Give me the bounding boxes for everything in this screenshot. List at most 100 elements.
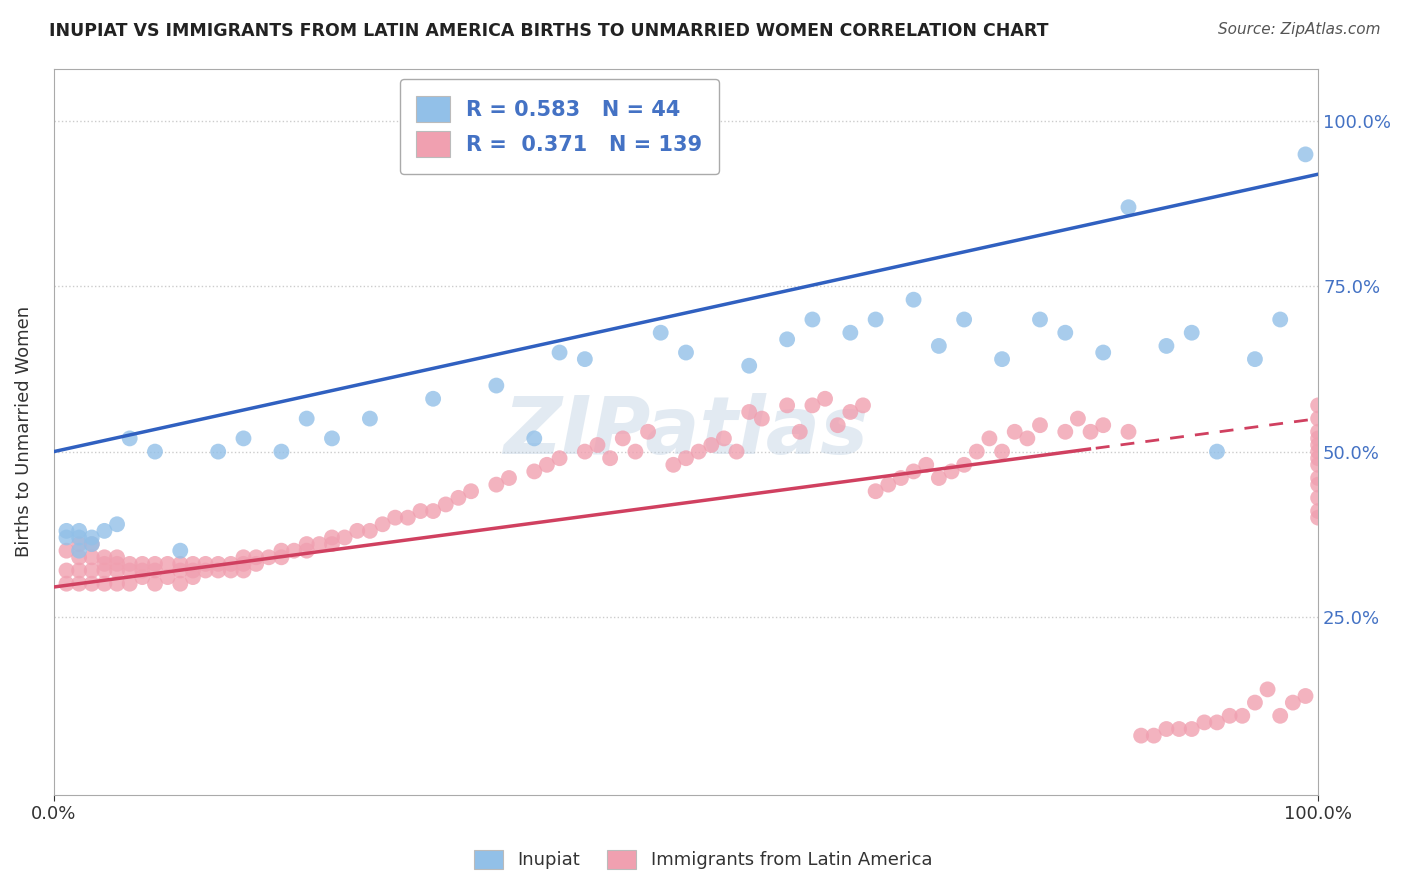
Point [814, 392, 837, 406]
Point [333, 531, 356, 545]
Point [118, 431, 141, 445]
Point [156, 570, 179, 584]
Point [295, 543, 318, 558]
Legend: R = 0.583   N = 44, R =  0.371   N = 139: R = 0.583 N = 44, R = 0.371 N = 139 [399, 78, 720, 174]
Point [1257, 682, 1279, 697]
Point [688, 444, 710, 458]
Point [169, 564, 191, 578]
Point [637, 425, 659, 439]
Point [143, 557, 166, 571]
Point [1118, 425, 1140, 439]
Point [700, 438, 723, 452]
Point [105, 517, 128, 532]
Point [1194, 715, 1216, 730]
Point [67, 524, 90, 538]
Point [409, 504, 432, 518]
Point [295, 537, 318, 551]
Point [1308, 471, 1330, 485]
Point [80, 537, 103, 551]
Point [1308, 438, 1330, 452]
Point [118, 564, 141, 578]
Point [966, 444, 988, 458]
Point [93, 524, 115, 538]
Point [67, 537, 90, 551]
Point [1282, 696, 1305, 710]
Point [1270, 708, 1292, 723]
Point [485, 378, 508, 392]
Point [1017, 431, 1039, 445]
Point [55, 564, 77, 578]
Point [1308, 398, 1330, 412]
Point [1295, 147, 1317, 161]
Point [346, 524, 368, 538]
Point [181, 564, 204, 578]
Point [1295, 689, 1317, 703]
Point [1092, 345, 1115, 359]
Point [548, 451, 571, 466]
Point [434, 498, 457, 512]
Point [118, 576, 141, 591]
Point [93, 557, 115, 571]
Point [979, 431, 1001, 445]
Point [839, 326, 862, 340]
Point [308, 537, 330, 551]
Point [1118, 200, 1140, 214]
Point [321, 537, 343, 551]
Point [1004, 425, 1026, 439]
Point [801, 398, 824, 412]
Point [207, 557, 229, 571]
Point [181, 557, 204, 571]
Point [93, 564, 115, 578]
Point [1308, 431, 1330, 445]
Point [801, 312, 824, 326]
Point [1308, 510, 1330, 524]
Point [713, 431, 735, 445]
Point [725, 444, 748, 458]
Point [232, 564, 254, 578]
Point [612, 431, 634, 445]
Point [1156, 339, 1178, 353]
Point [751, 411, 773, 425]
Point [232, 431, 254, 445]
Point [865, 312, 887, 326]
Point [67, 531, 90, 545]
Point [586, 438, 609, 452]
Point [1092, 418, 1115, 433]
Point [789, 425, 811, 439]
Point [675, 345, 697, 359]
Point [93, 550, 115, 565]
Point [548, 345, 571, 359]
Point [270, 543, 292, 558]
Point [270, 550, 292, 565]
Text: INUPIAT VS IMMIGRANTS FROM LATIN AMERICA BIRTHS TO UNMARRIED WOMEN CORRELATION C: INUPIAT VS IMMIGRANTS FROM LATIN AMERICA… [49, 22, 1049, 40]
Point [498, 471, 520, 485]
Point [1308, 451, 1330, 466]
Point [890, 471, 912, 485]
Point [1054, 425, 1077, 439]
Point [624, 444, 647, 458]
Point [941, 464, 963, 478]
Point [169, 543, 191, 558]
Point [359, 411, 381, 425]
Point [283, 543, 305, 558]
Point [827, 418, 849, 433]
Point [359, 524, 381, 538]
Point [270, 444, 292, 458]
Point [194, 564, 217, 578]
Point [1244, 352, 1267, 367]
Point [738, 359, 761, 373]
Point [67, 550, 90, 565]
Point [928, 471, 950, 485]
Point [384, 510, 406, 524]
Point [523, 431, 546, 445]
Point [1232, 708, 1254, 723]
Point [219, 564, 242, 578]
Point [574, 444, 596, 458]
Point [460, 484, 482, 499]
Point [422, 392, 444, 406]
Point [991, 352, 1014, 367]
Point [574, 352, 596, 367]
Point [523, 464, 546, 478]
Point [67, 576, 90, 591]
Point [194, 557, 217, 571]
